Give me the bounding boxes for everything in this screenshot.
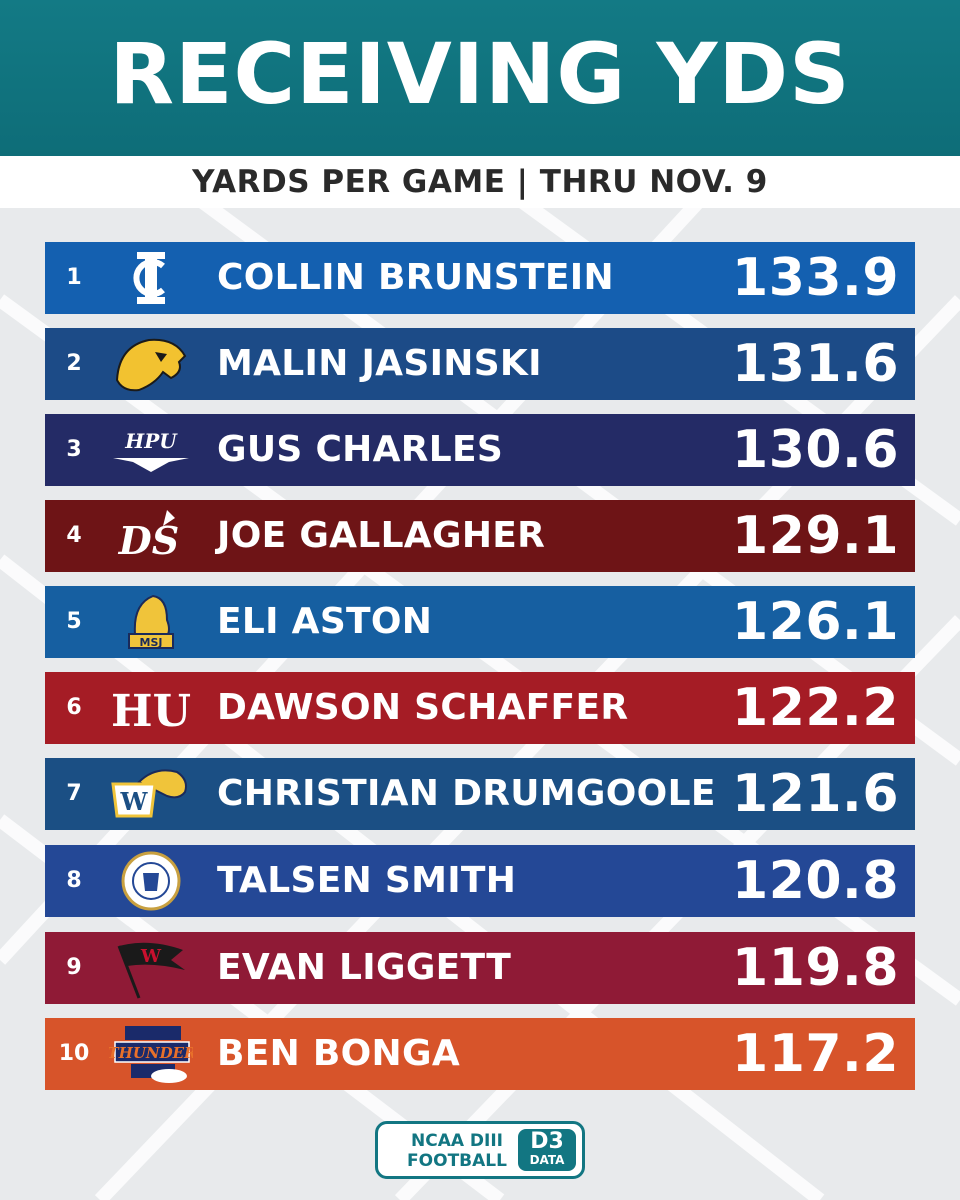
d3-data-badge: D3 DATA [518, 1129, 576, 1171]
hu-logo-icon: HU [111, 686, 191, 737]
yards-per-game: 129.1 [732, 506, 899, 566]
header-banner [0, 0, 960, 156]
rank-number: 5 [66, 609, 82, 634]
ranking-row: 1 COLLIN BRUNSTEIN 133.9 [45, 242, 915, 314]
w-flag-logo-icon: W [117, 942, 185, 999]
thunder-logo-icon: THUNDER [109, 1026, 193, 1083]
svg-text:THUNDER: THUNDER [109, 1044, 193, 1062]
rank-number: 9 [66, 955, 82, 980]
ncaa-diii-football-d3data-logo: NCAA DIII FOOTBALL D3 DATA [375, 1121, 585, 1179]
ic-logo-icon [133, 252, 165, 304]
rank-number: 7 [66, 781, 82, 806]
ranking-row: 3 HPU GUS CHARLES 130.6 [45, 414, 915, 486]
page-subtitle: YARDS PER GAME | THRU NOV. 9 [192, 164, 768, 200]
subtitle-bar [0, 156, 960, 208]
ranking-row: 2 MALIN JASINSKI 131.6 [45, 328, 915, 400]
svg-text:W: W [140, 946, 162, 967]
panther-logo-icon [115, 338, 187, 392]
hpu-logo-icon: HPU [113, 429, 189, 472]
ranking-row: 10 THUNDER BEN BONGA 117.2 [45, 1018, 915, 1090]
player-name: BEN BONGA [217, 1033, 460, 1074]
yards-per-game: 117.2 [732, 1024, 899, 1084]
rank-number: 1 [66, 265, 82, 290]
merchant-marine-seal-icon [121, 851, 181, 911]
yards-per-game: 126.1 [732, 592, 899, 652]
brand-text: NCAA DIII FOOTBALL [392, 1131, 522, 1171]
player-name: GUS CHARLES [217, 429, 504, 470]
svg-text:HU: HU [111, 686, 191, 737]
ranking-row: 9 W EVAN LIGGETT 119.8 [45, 932, 915, 1004]
yards-per-game: 120.8 [732, 851, 899, 911]
ds-axe-logo-icon: DS [118, 510, 179, 563]
svg-text:MSJ: MSJ [140, 636, 163, 649]
ranking-row: 6 HU DAWSON SCHAFFER 122.2 [45, 672, 915, 744]
player-name: CHRISTIAN DRUMGOOLE [217, 773, 716, 814]
rank-number: 4 [66, 523, 82, 548]
svg-text:DS: DS [118, 518, 179, 563]
rank-number: 2 [66, 351, 82, 376]
yards-per-game: 121.6 [732, 764, 899, 824]
w-eagle-logo-icon: W [111, 769, 187, 818]
yards-per-game: 122.2 [732, 678, 899, 738]
yards-per-game: 133.9 [732, 248, 899, 308]
player-name: ELI ASTON [217, 601, 433, 642]
player-name: COLLIN BRUNSTEIN [217, 257, 614, 298]
page-title: RECEIVING YDS [109, 25, 851, 123]
svg-text:HPU: HPU [124, 429, 178, 453]
player-name: DAWSON SCHAFFER [217, 687, 629, 728]
ranking-row: 7 W CHRISTIAN DRUMGOOLE 121.6 [45, 758, 915, 830]
player-name: TALSEN SMITH [217, 860, 517, 901]
badge-bottom-text: DATA [529, 1153, 565, 1167]
rank-number: 6 [66, 695, 82, 720]
player-name: JOE GALLAGHER [217, 515, 546, 556]
player-name: MALIN JASINSKI [217, 343, 542, 384]
ranking-row: 8 TALSEN SMITH 120.8 [45, 845, 915, 917]
rank-number: 3 [66, 437, 82, 462]
rank-number: 8 [66, 868, 82, 893]
brand-line-2: FOOTBALL [407, 1151, 507, 1171]
ranking-row: 4 DS JOE GALLAGHER 129.1 [45, 500, 915, 572]
ranking-row: 5 MSJ ELI ASTON 126.1 [45, 586, 915, 658]
msj-lion-logo-icon: MSJ [128, 594, 174, 649]
rank-number: 10 [58, 1041, 90, 1066]
yards-per-game: 119.8 [732, 938, 899, 998]
yards-per-game: 130.6 [732, 420, 899, 480]
brand-line-1: NCAA DIII [410, 1131, 504, 1151]
badge-top-text: D3 [530, 1129, 564, 1154]
yards-per-game: 131.6 [732, 334, 899, 394]
svg-text:W: W [120, 787, 149, 816]
player-name: EVAN LIGGETT [217, 947, 512, 988]
